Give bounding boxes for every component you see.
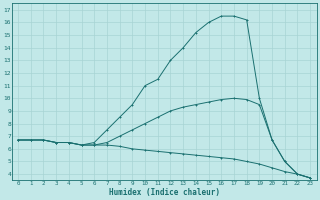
X-axis label: Humidex (Indice chaleur): Humidex (Indice chaleur) [108, 188, 220, 197]
